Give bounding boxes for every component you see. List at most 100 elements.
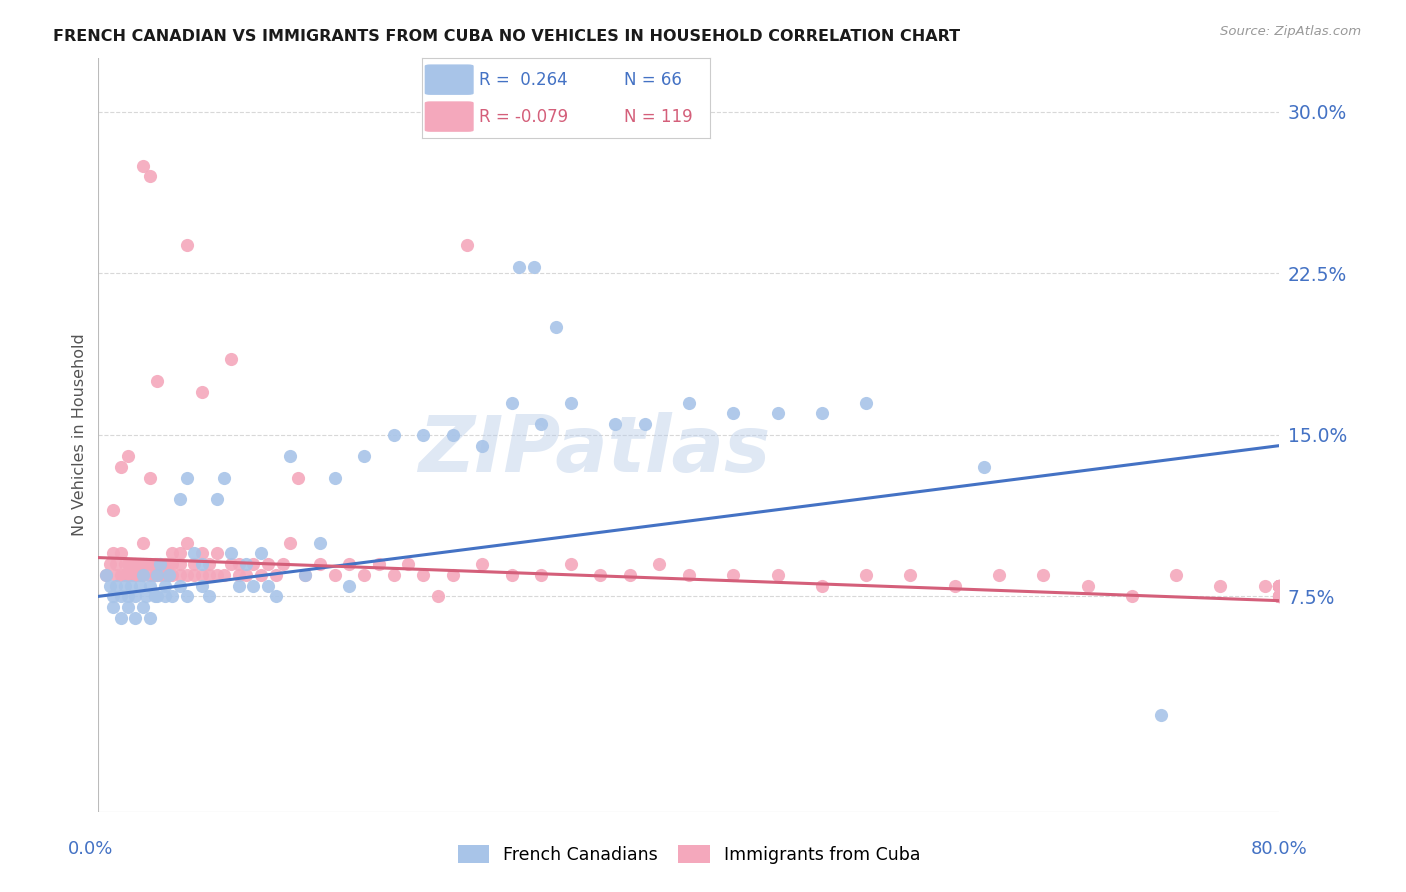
- Point: [105, 557, 128, 571]
- Point: [441, 567, 464, 582]
- Point: [287, 471, 309, 485]
- Point: [309, 557, 332, 571]
- Point: [280, 535, 302, 549]
- Point: [146, 590, 169, 604]
- Point: [205, 492, 228, 507]
- Point: [176, 590, 198, 604]
- Point: [146, 567, 169, 582]
- Point: [146, 557, 169, 571]
- Point: [309, 535, 332, 549]
- Point: [589, 567, 612, 582]
- Point: [117, 450, 139, 464]
- Point: [1150, 707, 1173, 722]
- Point: [294, 567, 316, 582]
- Point: [634, 417, 657, 431]
- Legend: French Canadians, Immigrants from Cuba: French Canadians, Immigrants from Cuba: [451, 838, 927, 871]
- Point: [162, 590, 183, 604]
- Point: [855, 567, 877, 582]
- Text: 0.0%: 0.0%: [67, 840, 112, 858]
- Point: [257, 578, 280, 592]
- Point: [132, 600, 155, 615]
- Point: [94, 567, 117, 582]
- Point: [353, 567, 375, 582]
- Point: [98, 557, 121, 571]
- Point: [176, 535, 198, 549]
- Point: [198, 590, 221, 604]
- Point: [205, 567, 228, 582]
- Point: [132, 567, 155, 582]
- Point: [198, 557, 221, 571]
- Point: [110, 460, 132, 475]
- Point: [530, 567, 553, 582]
- Point: [169, 567, 191, 582]
- Point: [153, 557, 176, 571]
- Point: [139, 578, 162, 592]
- Point: [810, 406, 832, 420]
- Point: [124, 567, 146, 582]
- FancyBboxPatch shape: [425, 102, 474, 132]
- Point: [157, 557, 180, 571]
- Point: [1268, 578, 1291, 592]
- Point: [228, 557, 250, 571]
- Point: [427, 590, 450, 604]
- Point: [149, 557, 172, 571]
- Point: [766, 406, 789, 420]
- Point: [146, 374, 169, 388]
- Point: [114, 578, 136, 592]
- Point: [139, 567, 162, 582]
- Point: [114, 567, 136, 582]
- Point: [103, 546, 125, 560]
- Point: [412, 567, 434, 582]
- Point: [560, 557, 582, 571]
- Point: [973, 460, 995, 475]
- Text: Source: ZipAtlas.com: Source: ZipAtlas.com: [1220, 25, 1361, 38]
- Point: [943, 578, 966, 592]
- Point: [1268, 578, 1291, 592]
- Point: [105, 578, 128, 592]
- Point: [114, 557, 136, 571]
- Point: [530, 417, 553, 431]
- Point: [648, 557, 671, 571]
- Point: [103, 503, 125, 517]
- Point: [323, 471, 346, 485]
- Text: ZIPatlas: ZIPatlas: [419, 412, 770, 488]
- Point: [191, 546, 214, 560]
- Point: [1268, 578, 1291, 592]
- Point: [1268, 590, 1291, 604]
- Point: [412, 428, 434, 442]
- Y-axis label: No Vehicles in Household: No Vehicles in Household: [72, 334, 87, 536]
- Point: [157, 567, 180, 582]
- Point: [988, 567, 1011, 582]
- Point: [271, 557, 294, 571]
- Point: [143, 590, 166, 604]
- Point: [619, 567, 641, 582]
- Point: [169, 492, 191, 507]
- Point: [471, 439, 494, 453]
- Point: [339, 557, 361, 571]
- Point: [176, 471, 198, 485]
- Point: [139, 557, 162, 571]
- Point: [678, 567, 700, 582]
- Point: [169, 578, 191, 592]
- Point: [110, 567, 132, 582]
- Point: [1121, 590, 1143, 604]
- Point: [501, 395, 523, 409]
- Point: [228, 578, 250, 592]
- Point: [766, 567, 789, 582]
- Point: [191, 567, 214, 582]
- Point: [176, 567, 198, 582]
- Point: [110, 546, 132, 560]
- Point: [132, 535, 155, 549]
- Point: [264, 590, 287, 604]
- Point: [560, 395, 582, 409]
- Point: [1209, 578, 1232, 592]
- Point: [810, 578, 832, 592]
- Point: [153, 567, 176, 582]
- Point: [723, 406, 745, 420]
- Point: [221, 557, 243, 571]
- Point: [143, 557, 166, 571]
- Point: [153, 590, 176, 604]
- Point: [135, 557, 157, 571]
- Point: [441, 428, 464, 442]
- Point: [153, 578, 176, 592]
